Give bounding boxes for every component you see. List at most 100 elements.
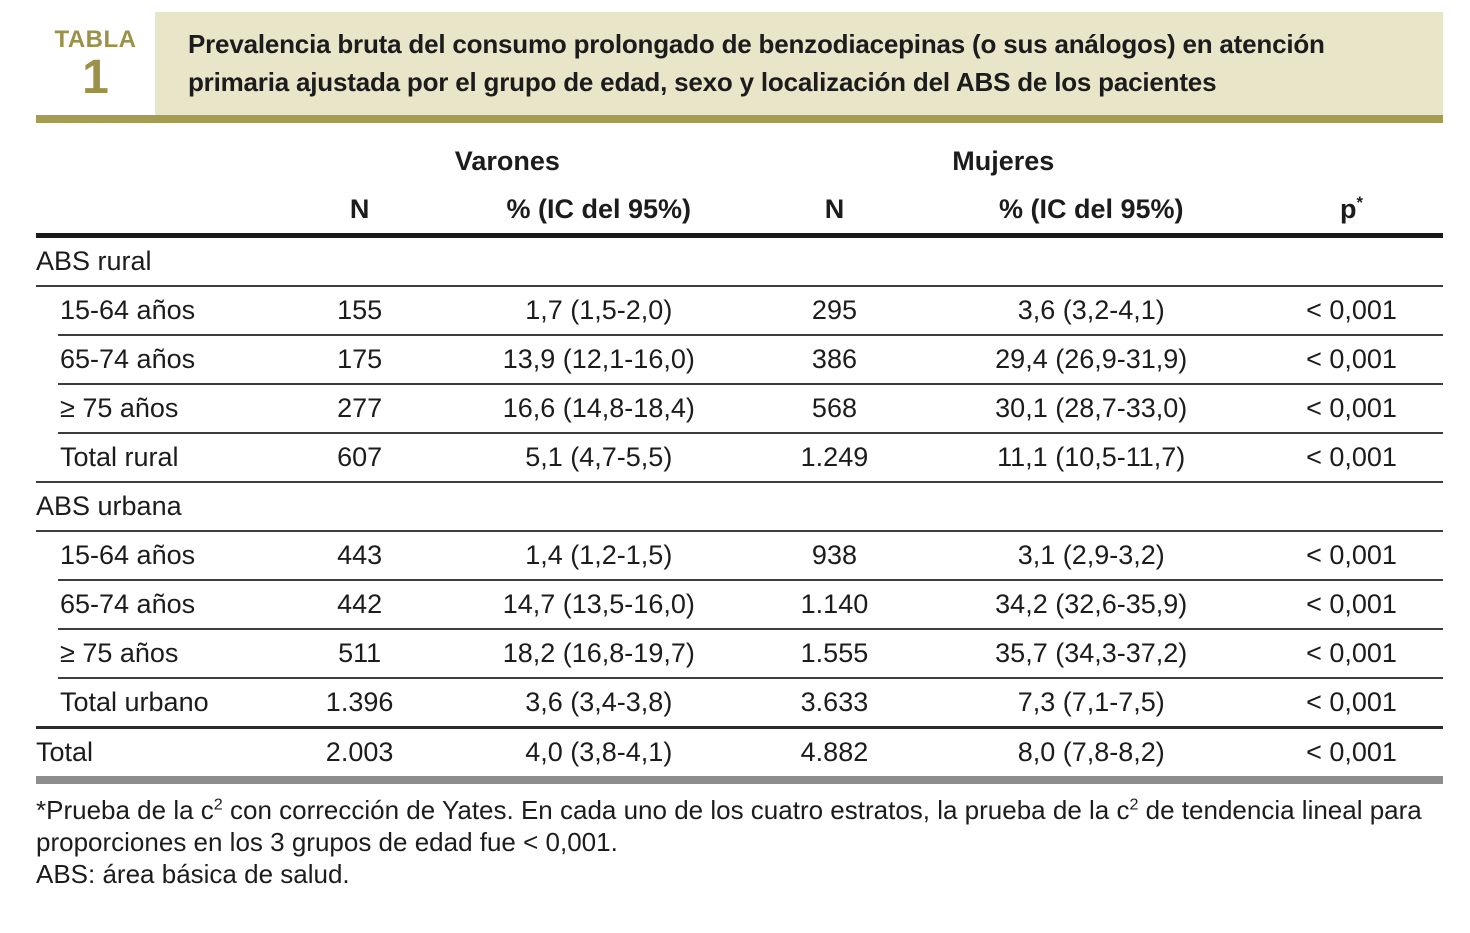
cell-varones-n: 442: [337, 589, 383, 620]
col-header-p: p*: [1340, 192, 1364, 224]
row-divider: [58, 628, 1443, 631]
column-header-row: N % (IC del 95%) N % (IC del 95%) p*: [36, 185, 1443, 233]
row-divider: [58, 383, 1443, 386]
cell-mujeres-pct: 8,0 (7,8-8,2): [1017, 737, 1165, 768]
total-rule: [36, 726, 1443, 730]
cell-varones-pct: 16,6 (14,8-18,4): [502, 393, 695, 424]
cell-mujeres-pct: 11,1 (10,5-11,7): [997, 442, 1186, 473]
chi-squared-exponent: 2: [213, 795, 223, 814]
cell-mujeres-n: 386: [811, 344, 857, 375]
table-row: 65-74 años 442 14,7 (13,5-16,0) 1.140 34…: [36, 581, 1443, 628]
bottom-gray-bar: [36, 776, 1443, 785]
cell-mujeres-pct: 30,1 (28,7-33,0): [995, 393, 1188, 424]
cell-varones-pct: 3,6 (3,4-3,8): [525, 687, 673, 718]
cell-label: 15-64 años: [60, 295, 196, 326]
section-label: ABS urbana: [36, 491, 182, 522]
cell-p: < 0,001: [1306, 442, 1397, 473]
tabla-word: TABLA: [54, 26, 137, 53]
row-divider: [58, 677, 1443, 680]
cell-varones-pct: 1,4 (1,2-1,5): [525, 540, 673, 571]
table-row: 15-64 años 155 1,7 (1,5-2,0) 295 3,6 (3,…: [36, 287, 1443, 334]
row-divider: [58, 334, 1443, 337]
cell-mujeres-n: 4.882: [800, 737, 869, 768]
cell-mujeres-n: 295: [811, 295, 857, 326]
footnote-abs-definition: ABS: área básica de salud.: [36, 859, 350, 890]
cell-varones-n: 511: [338, 638, 382, 669]
group-header-varones: Varones: [454, 145, 560, 176]
cell-mujeres-n: 1.555: [800, 638, 869, 669]
cell-mujeres-n: 3.633: [800, 687, 869, 718]
row-divider: [36, 285, 1443, 288]
cell-mujeres-n: 1.249: [800, 442, 869, 473]
cell-mujeres-pct: 35,7 (34,3-37,2): [995, 638, 1188, 669]
footnotes: *Prueba de la c2 con corrección de Yates…: [36, 794, 1443, 890]
cell-varones-n: 607: [337, 442, 383, 473]
cell-varones-n: 277: [337, 393, 383, 424]
table-row: 15-64 años 443 1,4 (1,2-1,5) 938 3,1 (2,…: [36, 532, 1443, 579]
col-header-varones-n: N: [349, 193, 370, 224]
cell-varones-n: 1.396: [325, 687, 394, 718]
cell-label: Total rural: [60, 442, 179, 473]
cell-mujeres-pct: 29,4 (26,9-31,9): [995, 344, 1188, 375]
cell-mujeres-pct: 3,1 (2,9-3,2): [1017, 540, 1165, 571]
cell-p: < 0,001: [1306, 344, 1397, 375]
cell-varones-n: 443: [337, 540, 383, 571]
cell-varones-n: 155: [337, 295, 383, 326]
cell-mujeres-pct: 7,3 (7,1-7,5): [1017, 687, 1165, 718]
cell-p: < 0,001: [1306, 295, 1397, 326]
cell-p: < 0,001: [1306, 540, 1397, 571]
row-divider: [36, 530, 1443, 533]
cell-p: < 0,001: [1306, 687, 1397, 718]
title-box: Prevalencia bruta del consumo prolongado…: [155, 12, 1443, 116]
section-row-rural: ABS rural: [36, 238, 1443, 285]
table-head: Varones Mujeres N % (IC del 95%) N % (IC…: [36, 137, 1443, 233]
cell-varones-n: 175: [337, 344, 383, 375]
cell-mujeres-pct: 3,6 (3,2-4,1): [1017, 295, 1165, 326]
row-divider: [36, 481, 1443, 484]
table-row-total: Total 2.003 4,0 (3,8-4,1) 4.882 8,0 (7,8…: [36, 729, 1443, 776]
cell-varones-pct: 14,7 (13,5-16,0): [502, 589, 695, 620]
section-row-urbana: ABS urbana: [36, 483, 1443, 530]
group-header-mujeres: Mujeres: [952, 145, 1055, 176]
cell-label: ≥ 75 años: [60, 393, 179, 424]
cell-varones-n: 2.003: [325, 737, 394, 768]
section-label: ABS rural: [36, 246, 152, 277]
table-row: Total urbano 1.396 3,6 (3,4-3,8) 3.633 7…: [36, 679, 1443, 726]
cell-mujeres-n: 1.140: [800, 589, 869, 620]
table-number-label: TABLA 1: [36, 12, 155, 115]
cell-label: Total: [36, 737, 94, 768]
cell-label: Total urbano: [60, 687, 209, 718]
cell-p: < 0,001: [1306, 589, 1397, 620]
cell-varones-pct: 5,1 (4,7-5,5): [525, 442, 673, 473]
table-title: Prevalencia bruta del consumo prolongado…: [188, 29, 1325, 97]
cell-varones-pct: 1,7 (1,5-2,0): [525, 295, 673, 326]
table-row: 65-74 años 175 13,9 (12,1-16,0) 386 29,4…: [36, 336, 1443, 383]
cell-mujeres-pct: 34,2 (32,6-35,9): [995, 589, 1188, 620]
col-header-mujeres-pct: % (IC del 95%): [998, 193, 1184, 224]
header-rule: [36, 233, 1443, 239]
table-header-band: TABLA 1 Prevalencia bruta del consumo pr…: [36, 12, 1443, 116]
cell-varones-pct: 18,2 (16,8-19,7): [502, 638, 695, 669]
row-divider: [58, 432, 1443, 435]
cell-varones-pct: 4,0 (3,8-4,1): [525, 737, 673, 768]
table-row: ≥ 75 años 277 16,6 (14,8-18,4) 568 30,1 …: [36, 385, 1443, 432]
col-header-mujeres-n: N: [824, 193, 845, 224]
table-row: Total rural 607 5,1 (4,7-5,5) 1.249 11,1…: [36, 434, 1443, 481]
cell-p: < 0,001: [1306, 393, 1397, 424]
cell-label: ≥ 75 años: [60, 638, 179, 669]
cell-mujeres-n: 568: [811, 393, 857, 424]
olive-divider-bar: [36, 115, 1443, 124]
cell-varones-pct: 13,9 (12,1-16,0): [502, 344, 695, 375]
col-header-varones-pct: % (IC del 95%): [506, 193, 692, 224]
table-row: ≥ 75 años 511 18,2 (16,8-19,7) 1.555 35,…: [36, 630, 1443, 677]
cell-label: 65-74 años: [60, 344, 196, 375]
cell-mujeres-n: 938: [811, 540, 857, 571]
paper-table-page: TABLA 1 Prevalencia bruta del consumo pr…: [36, 12, 1443, 890]
footnote-statistical: *Prueba de la c2 con corrección de Yates…: [36, 795, 1422, 858]
row-divider: [58, 579, 1443, 582]
cell-label: 65-74 años: [60, 589, 196, 620]
chi-squared-exponent: 2: [1129, 795, 1139, 814]
group-header-row: Varones Mujeres: [36, 137, 1443, 185]
cell-p: < 0,001: [1306, 737, 1397, 768]
tabla-number: 1: [82, 51, 109, 104]
